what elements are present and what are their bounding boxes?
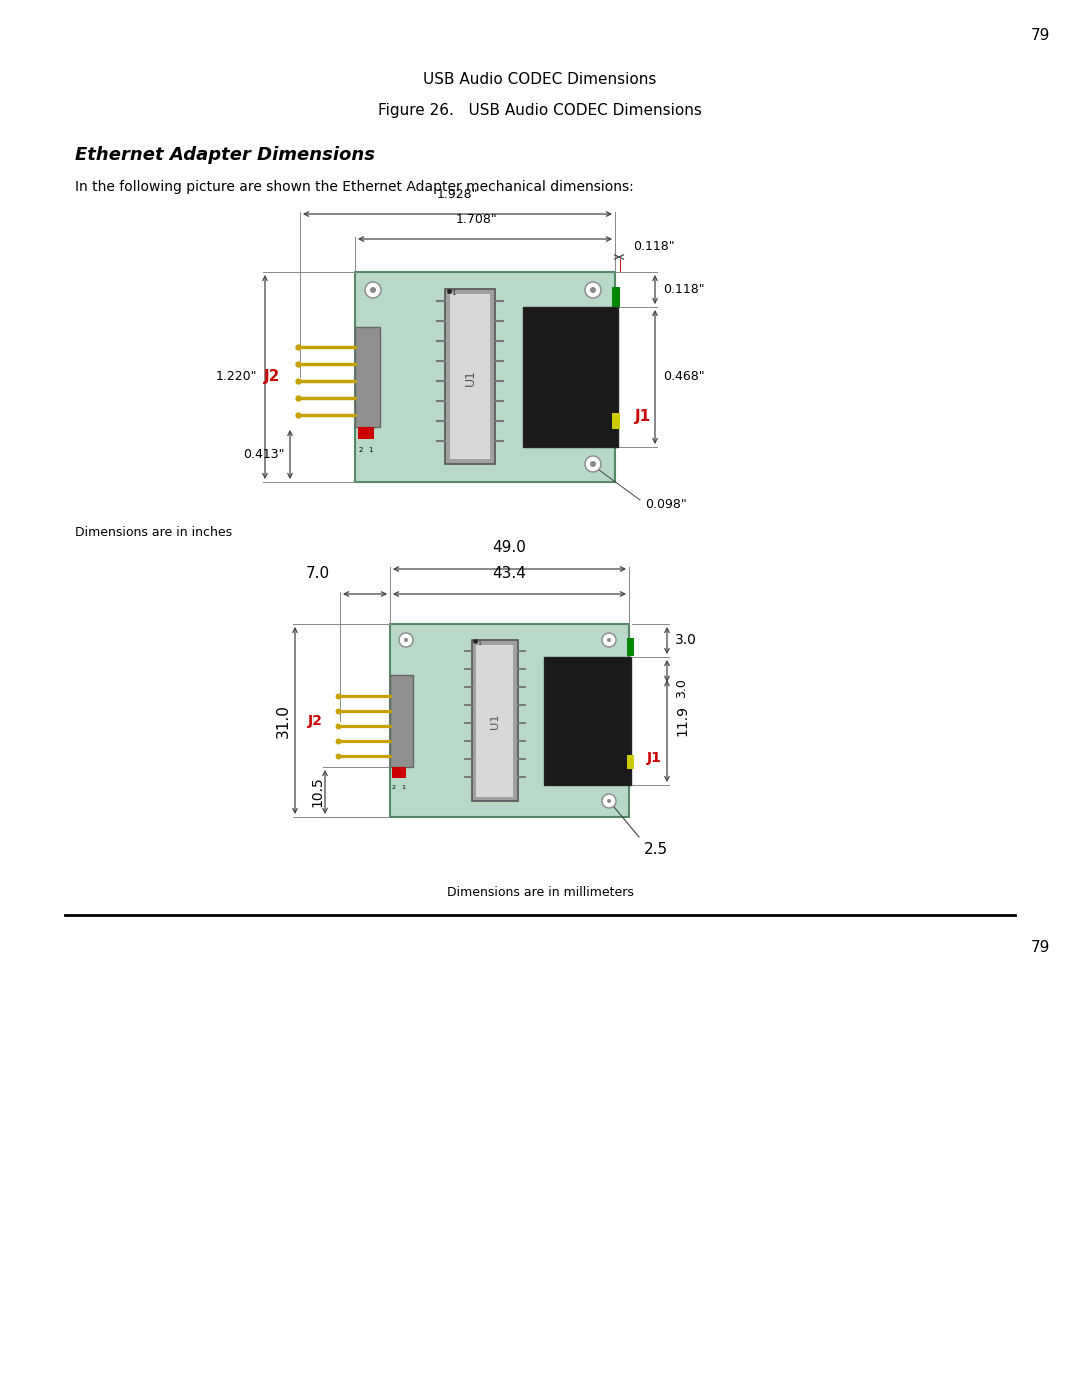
- Circle shape: [370, 286, 376, 293]
- Text: J2: J2: [264, 369, 280, 384]
- Circle shape: [365, 282, 381, 298]
- Text: 1: 1: [451, 291, 456, 296]
- Circle shape: [404, 638, 408, 643]
- Circle shape: [399, 633, 413, 647]
- Circle shape: [590, 286, 596, 293]
- Text: 0.468": 0.468": [663, 370, 704, 384]
- Bar: [627, 754, 634, 768]
- Bar: [627, 638, 634, 657]
- Text: U1: U1: [463, 369, 476, 386]
- Text: 1.220": 1.220": [216, 370, 257, 384]
- Text: Dimensions are in inches: Dimensions are in inches: [75, 525, 232, 538]
- Bar: [544, 657, 631, 785]
- Text: 0.118": 0.118": [663, 284, 704, 296]
- Text: USB Audio CODEC Dimensions: USB Audio CODEC Dimensions: [423, 71, 657, 87]
- Text: 79: 79: [1030, 940, 1050, 954]
- Circle shape: [602, 793, 616, 807]
- Circle shape: [585, 455, 600, 472]
- Text: Figure 26.   USB Audio CODEC Dimensions: Figure 26. USB Audio CODEC Dimensions: [378, 102, 702, 117]
- Bar: [612, 286, 620, 307]
- Circle shape: [607, 638, 611, 643]
- Circle shape: [590, 461, 596, 467]
- Text: Ethernet Adapter Dimensions: Ethernet Adapter Dimensions: [75, 147, 375, 163]
- Text: 1.928": 1.928": [436, 189, 478, 201]
- Text: 2: 2: [392, 785, 396, 789]
- Bar: [472, 640, 518, 800]
- Bar: [612, 414, 620, 429]
- Text: 79: 79: [1030, 28, 1050, 42]
- Text: 2.5: 2.5: [644, 842, 669, 856]
- Text: 0.413": 0.413": [243, 448, 285, 461]
- Bar: [392, 767, 406, 778]
- Text: 1: 1: [401, 785, 405, 789]
- Circle shape: [602, 633, 616, 647]
- Bar: [476, 645, 513, 798]
- Text: 0.118": 0.118": [633, 240, 675, 253]
- Bar: [390, 624, 629, 817]
- Text: 2: 2: [359, 447, 363, 453]
- Text: Dimensions are in millimeters: Dimensions are in millimeters: [446, 886, 634, 898]
- Text: J1: J1: [635, 409, 651, 425]
- Text: 49.0: 49.0: [492, 541, 526, 555]
- Text: 11.9: 11.9: [675, 705, 689, 736]
- Bar: [523, 307, 618, 447]
- Text: In the following picture are shown the Ethernet Adapter mechanical dimensions:: In the following picture are shown the E…: [75, 180, 634, 194]
- Text: J1: J1: [647, 752, 661, 766]
- Text: 1.708": 1.708": [456, 212, 498, 226]
- Text: 1: 1: [368, 447, 373, 453]
- Text: 0.098": 0.098": [645, 497, 687, 510]
- Text: 31.0: 31.0: [275, 704, 291, 738]
- Bar: [355, 327, 380, 427]
- Text: 10.5: 10.5: [310, 777, 324, 807]
- Text: 43.4: 43.4: [492, 566, 526, 581]
- Bar: [450, 293, 490, 460]
- Bar: [390, 675, 413, 767]
- Text: 1: 1: [477, 641, 481, 645]
- Bar: [355, 272, 615, 482]
- Text: J2: J2: [308, 714, 323, 728]
- Circle shape: [585, 282, 600, 298]
- Text: 7.0: 7.0: [306, 566, 330, 581]
- Circle shape: [607, 799, 611, 803]
- Bar: [445, 289, 495, 464]
- Text: 3.0: 3.0: [675, 679, 688, 698]
- Text: 3.0: 3.0: [675, 633, 697, 647]
- Bar: [357, 427, 374, 439]
- Text: U1: U1: [490, 714, 500, 729]
